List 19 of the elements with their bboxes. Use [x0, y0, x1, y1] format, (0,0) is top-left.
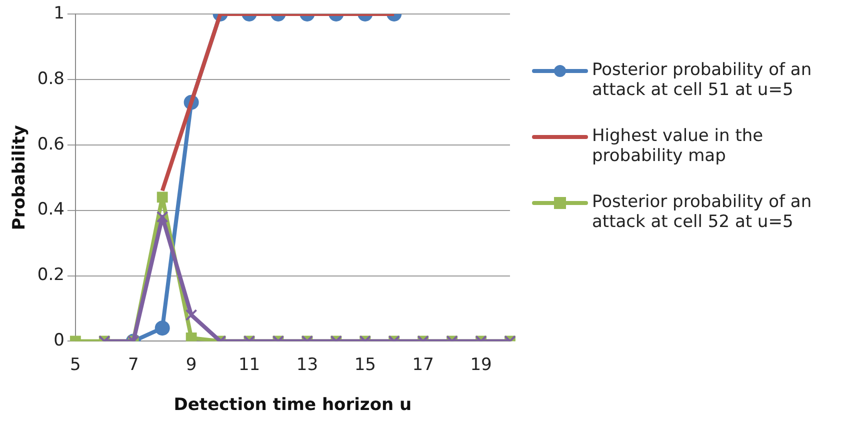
y-axis-title: Probability [10, 125, 30, 230]
y-tick-label: 0.4 [37, 200, 64, 220]
y-tick-label: 0.8 [37, 68, 64, 89]
x-tick-label: 17 [412, 354, 434, 375]
legend-label: Highest value in the probability map [592, 126, 764, 166]
x-tick-label: 7 [128, 354, 139, 375]
y-tick-label: 1 [54, 3, 64, 24]
x-tick-label: 9 [186, 354, 197, 375]
x-axis-title: Detection time horizon u [174, 395, 412, 416]
x-tick-label: 11 [238, 354, 260, 375]
x-tick-label: 15 [354, 354, 376, 375]
legend-label: Posterior probability of an attack at cell 52 at u=5 [592, 192, 813, 232]
x-tick-label: 19 [470, 354, 492, 375]
x-tick-label: 5 [70, 354, 81, 375]
x-tick-label: 13 [296, 354, 318, 375]
y-tick-label: 0 [54, 330, 64, 351]
y-tick-label: 0.2 [37, 265, 64, 286]
legend-label: Posterior probability of an attack at cell 51 at u=5 [592, 60, 813, 100]
y-tick-label: 0.6 [37, 134, 64, 154]
